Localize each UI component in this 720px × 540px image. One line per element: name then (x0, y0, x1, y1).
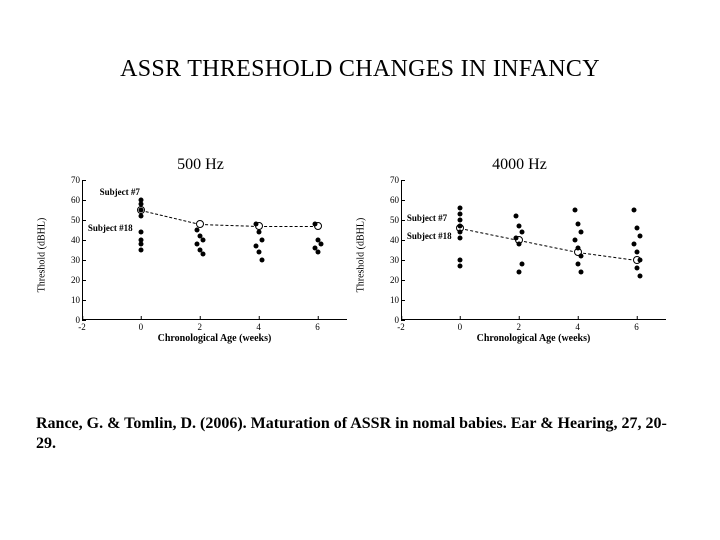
data-point (513, 214, 518, 219)
data-point (575, 262, 580, 267)
data-point (194, 242, 199, 247)
panel-4000hz-axes (401, 180, 666, 320)
ytick: 60 (387, 195, 399, 205)
data-point (457, 230, 462, 235)
data-point (259, 258, 264, 263)
data-point (578, 270, 583, 275)
citation-text: Rance, G. & Tomlin, D. (2006). Maturatio… (36, 414, 684, 454)
data-point (318, 242, 323, 247)
ytick: 70 (68, 175, 80, 185)
data-point (312, 222, 317, 227)
data-point (513, 236, 518, 241)
panel-500hz-axes (82, 180, 347, 320)
data-point (138, 230, 143, 235)
xtick: 6 (634, 322, 639, 332)
data-point (138, 242, 143, 247)
ytick: 50 (68, 215, 80, 225)
slide: ASSR THRESHOLD CHANGES IN INFANCY 500 Hz… (0, 0, 720, 540)
data-point (315, 250, 320, 255)
data-point (253, 244, 258, 249)
panel-500hz-xlabel: Chronological Age (weeks) (82, 333, 347, 344)
ytick: 40 (387, 235, 399, 245)
trend-segment (259, 226, 318, 227)
data-point (634, 226, 639, 231)
subject-label: Subject #7 (407, 213, 447, 223)
xtick: 6 (315, 322, 320, 332)
data-point (457, 264, 462, 269)
ytick: 20 (68, 275, 80, 285)
data-point (200, 252, 205, 257)
subject-label: Subject #7 (100, 187, 140, 197)
data-point (631, 208, 636, 213)
ytick: 20 (387, 275, 399, 285)
xtick: -2 (78, 322, 86, 332)
data-point (138, 214, 143, 219)
plots-row: 500 Hz Threshold (dBHL) Chronological Ag… (48, 162, 672, 348)
subject-label: Subject #18 (407, 231, 452, 241)
data-point (575, 246, 580, 251)
data-point (516, 224, 521, 229)
data-point (457, 258, 462, 263)
panel-500hz-ylabel: Threshold (dBHL) (37, 218, 48, 293)
data-point (572, 238, 577, 243)
data-point (253, 222, 258, 227)
data-point (637, 258, 642, 263)
data-point (256, 250, 261, 255)
panel-4000hz-ylabel: Threshold (dBHL) (356, 218, 367, 293)
ytick: 50 (387, 215, 399, 225)
data-point (516, 270, 521, 275)
data-point (457, 224, 462, 229)
ytick: 10 (68, 295, 80, 305)
ytick: 40 (68, 235, 80, 245)
panel-500hz-title: 500 Hz (48, 156, 353, 174)
panel-500hz: 500 Hz Threshold (dBHL) Chronological Ag… (48, 162, 353, 348)
xtick: 0 (139, 322, 144, 332)
data-point (634, 266, 639, 271)
xtick: 0 (458, 322, 463, 332)
data-point (457, 206, 462, 211)
data-point (138, 248, 143, 253)
panel-4000hz: 4000 Hz Threshold (dBHL) Chronological A… (367, 162, 672, 348)
ytick: 60 (68, 195, 80, 205)
data-point (637, 234, 642, 239)
data-point (516, 242, 521, 247)
subject-label: Subject #18 (88, 223, 133, 233)
panel-4000hz-xlabel: Chronological Age (weeks) (401, 333, 666, 344)
ytick: 70 (387, 175, 399, 185)
data-point (457, 236, 462, 241)
xtick: 4 (256, 322, 261, 332)
ytick: 30 (387, 255, 399, 265)
ytick: 10 (387, 295, 399, 305)
data-point (457, 218, 462, 223)
data-point (578, 230, 583, 235)
data-point (578, 254, 583, 259)
data-point (194, 228, 199, 233)
data-point (519, 230, 524, 235)
xtick: 2 (198, 322, 203, 332)
data-point (572, 208, 577, 213)
data-point (634, 250, 639, 255)
ytick: 30 (68, 255, 80, 265)
data-point (631, 242, 636, 247)
data-point (259, 238, 264, 243)
panel-4000hz-title: 4000 Hz (367, 156, 672, 174)
data-point (200, 238, 205, 243)
data-point (256, 230, 261, 235)
data-point (457, 212, 462, 217)
slide-title: ASSR THRESHOLD CHANGES IN INFANCY (0, 56, 720, 83)
xtick: 4 (575, 322, 580, 332)
data-point (637, 274, 642, 279)
data-point (138, 202, 143, 207)
data-point (138, 208, 143, 213)
data-point (575, 222, 580, 227)
xtick: 2 (517, 322, 522, 332)
data-point (519, 262, 524, 267)
xtick: -2 (397, 322, 405, 332)
